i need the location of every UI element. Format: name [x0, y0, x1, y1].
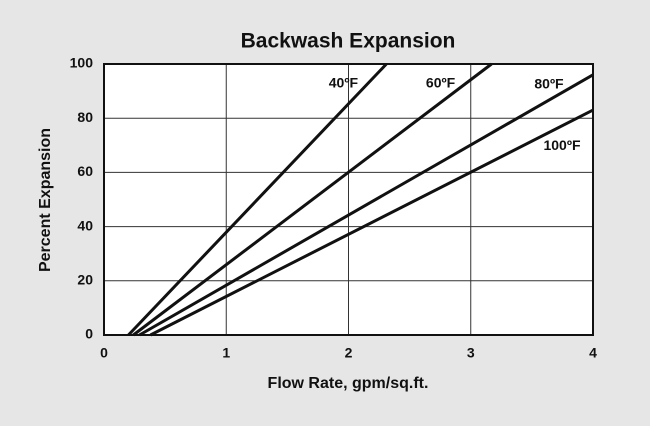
series-line: [127, 62, 388, 337]
y-tick-label: 20: [77, 272, 93, 288]
series-line: [149, 108, 594, 337]
y-axis-label: Percent Expansion: [37, 128, 54, 272]
series-label: 60ºF: [426, 75, 456, 91]
plot-border: [103, 63, 594, 336]
y-tick-label: 80: [77, 109, 93, 125]
y-tick-label: 0: [85, 326, 93, 342]
y-tick-label: 40: [77, 217, 93, 233]
y-tick-label: 100: [70, 55, 94, 71]
x-tick-label: 0: [100, 345, 108, 361]
series-label: 80ºF: [534, 76, 564, 92]
x-axis-label: Flow Rate, gpm/sq.ft.: [268, 375, 429, 392]
chart-title: Backwash Expansion: [241, 30, 456, 53]
series-line: [132, 62, 493, 337]
x-tick-label: 3: [467, 345, 475, 361]
x-tick-label: 4: [589, 345, 597, 361]
y-tick-label: 60: [77, 163, 93, 179]
series-label: 40ºF: [329, 75, 359, 91]
x-tick-label: 2: [345, 345, 353, 361]
series-line: [138, 73, 594, 337]
x-tick-label: 1: [222, 345, 230, 361]
series-label: 100ºF: [543, 137, 580, 153]
